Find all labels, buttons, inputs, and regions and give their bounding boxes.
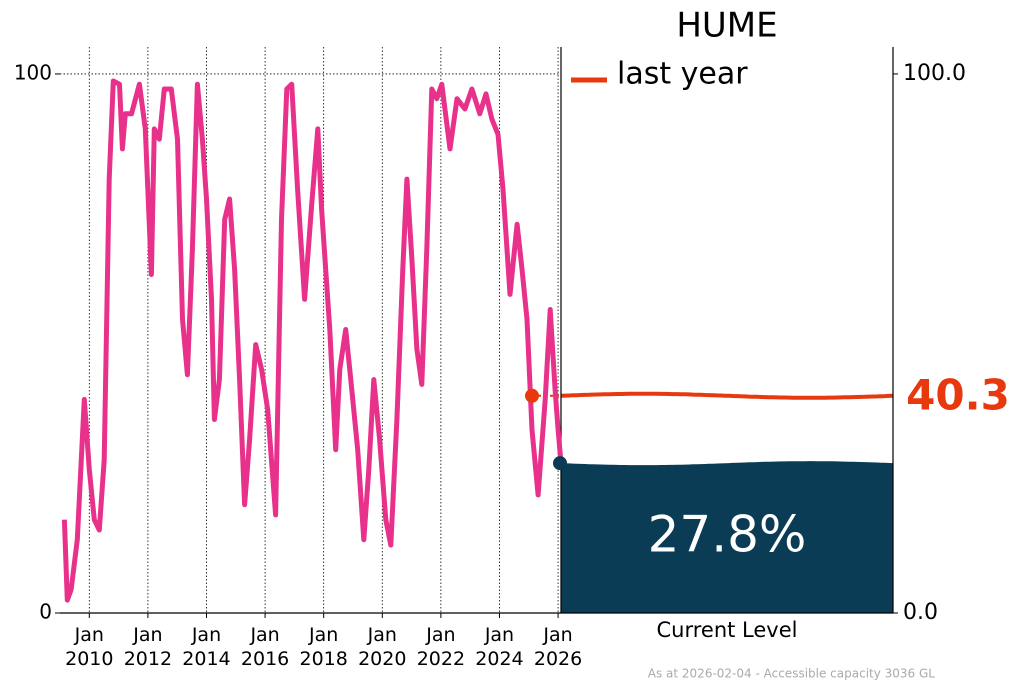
last-year-line — [560, 391, 894, 400]
panel-label: Current Level — [657, 618, 798, 642]
x-tick-label: Jan 2018 — [300, 624, 348, 670]
y2-tick-label: 100.0 — [903, 61, 966, 86]
legend-label: last year — [617, 57, 748, 92]
x-tick-label: Jan 2024 — [475, 624, 523, 670]
last-year-marker — [524, 388, 539, 403]
x-tick-label: Jan 2016 — [241, 624, 289, 670]
x-tick-label: Jan 2014 — [182, 624, 230, 670]
current-label: 27.8% — [648, 506, 807, 564]
last-year-value: 40.3 — [906, 370, 1010, 419]
water-level — [561, 461, 893, 613]
level-line — [61, 78, 564, 603]
x-tick-label: Jan 2012 — [124, 624, 172, 670]
current-marker — [553, 456, 567, 471]
y-tick-label: 0 — [39, 600, 52, 624]
x-tick-label: Jan 2026 — [534, 624, 582, 670]
y2-tick-label: 0.0 — [903, 600, 938, 625]
footnote: As at 2026-02-04 - Accessible capacity 3… — [648, 667, 936, 681]
chart-title: HUME — [676, 6, 777, 46]
x-tick-label: Jan 2010 — [65, 624, 113, 670]
x-tick-label: Jan 2020 — [358, 624, 406, 670]
x-tick-label: Jan 2022 — [417, 624, 465, 670]
y-tick-label: 100 — [14, 60, 52, 84]
